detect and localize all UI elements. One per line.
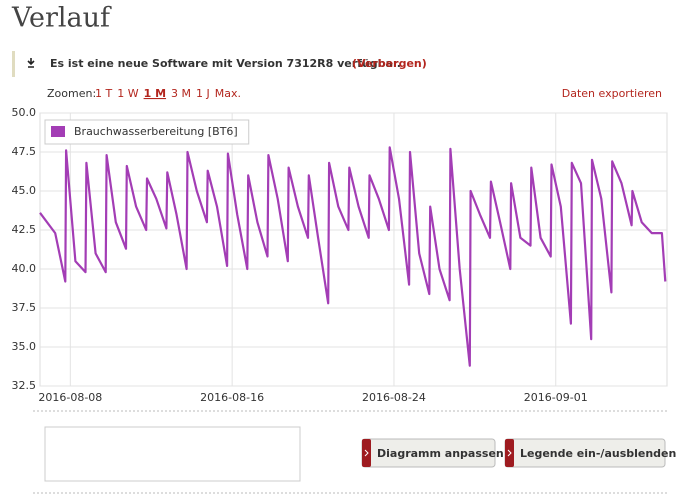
hide-link[interactable]: (Verbergen)	[352, 57, 427, 70]
zoom-option[interactable]: 1 M	[144, 87, 166, 100]
y-tick-label: 45.0	[12, 184, 37, 197]
notice-text: Es ist eine neue Software mit Version 73…	[50, 57, 401, 70]
legend: Brauchwasserbereitung [BT6]	[44, 119, 250, 145]
legend-swatch	[51, 126, 65, 137]
y-tick-label: 32.5	[12, 379, 37, 392]
x-tick-label: 2016-09-01	[524, 391, 588, 404]
button-label: Legende ein-/ausblenden	[520, 447, 676, 460]
page-title: Verlauf	[11, 3, 112, 34]
y-tick-label: 50.0	[12, 106, 37, 119]
zoom-options: 1 T 1 W 1 M 3 M 1 J Max.	[95, 87, 241, 100]
x-tick-label: 2016-08-08	[38, 391, 102, 404]
y-tick-label: 35.0	[12, 340, 37, 353]
zoom-option[interactable]: 1 T	[95, 87, 112, 100]
notice-border	[12, 51, 15, 77]
chart: 32.5 35.0 37.5 40.0 42.5 45.0 47.5 50.0 2016-08-…	[12, 106, 668, 475]
button[interactable]: Diagramm anpassen	[361, 438, 504, 468]
legend-label[interactable]: Brauchwasserbereitung [BT6]	[74, 125, 238, 138]
series-line	[39, 146, 667, 367]
x-tick-label: 2016-08-16	[200, 391, 264, 404]
legend-box	[44, 119, 250, 145]
y-tick-label: 37.5	[12, 301, 37, 314]
plot-area	[39, 112, 668, 387]
button[interactable]: Legende ein-/ausblenden	[504, 438, 676, 468]
button-label: Diagramm anpassen	[377, 447, 504, 460]
zoom-option[interactable]: Max.	[215, 87, 241, 100]
zoom-option[interactable]: 1 J	[196, 87, 210, 100]
zoom-option[interactable]: 3 M	[171, 87, 191, 100]
zoom-label: Zoomen:	[47, 87, 96, 100]
zoom-option[interactable]: 1 W	[117, 87, 138, 100]
export-link[interactable]: Daten exportieren	[562, 87, 662, 100]
navigator[interactable]	[44, 426, 301, 482]
download-icon	[27, 58, 35, 68]
x-tick-label: 2016-08-24	[362, 391, 426, 404]
y-tick-label: 42.5	[12, 223, 37, 236]
y-tick-label: 47.5	[12, 145, 37, 158]
y-tick-label: 40.0	[12, 262, 37, 275]
